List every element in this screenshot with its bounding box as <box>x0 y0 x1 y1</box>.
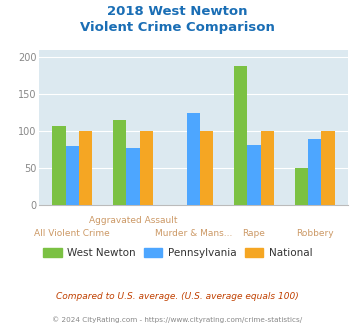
Bar <box>79 131 92 205</box>
Bar <box>295 168 308 205</box>
Bar <box>308 139 321 205</box>
Bar <box>234 66 247 205</box>
Legend: West Newton, Pennsylvania, National: West Newton, Pennsylvania, National <box>39 244 316 262</box>
Bar <box>261 131 274 205</box>
Bar <box>66 146 79 205</box>
Text: Violent Crime Comparison: Violent Crime Comparison <box>80 21 275 34</box>
Text: Robbery: Robbery <box>296 229 333 238</box>
Text: Compared to U.S. average. (U.S. average equals 100): Compared to U.S. average. (U.S. average … <box>56 292 299 301</box>
Bar <box>247 145 261 205</box>
Bar <box>321 131 334 205</box>
Bar <box>53 126 66 205</box>
Bar <box>126 148 140 205</box>
Text: © 2024 CityRating.com - https://www.cityrating.com/crime-statistics/: © 2024 CityRating.com - https://www.city… <box>53 317 302 323</box>
Text: Rape: Rape <box>242 229 266 238</box>
Text: Aggravated Assault: Aggravated Assault <box>89 216 177 225</box>
Bar <box>187 113 200 205</box>
Text: All Violent Crime: All Violent Crime <box>34 229 110 238</box>
Bar <box>113 120 126 205</box>
Bar <box>140 131 153 205</box>
Text: Murder & Mans...: Murder & Mans... <box>155 229 232 238</box>
Bar <box>200 131 213 205</box>
Text: 2018 West Newton: 2018 West Newton <box>107 5 248 18</box>
